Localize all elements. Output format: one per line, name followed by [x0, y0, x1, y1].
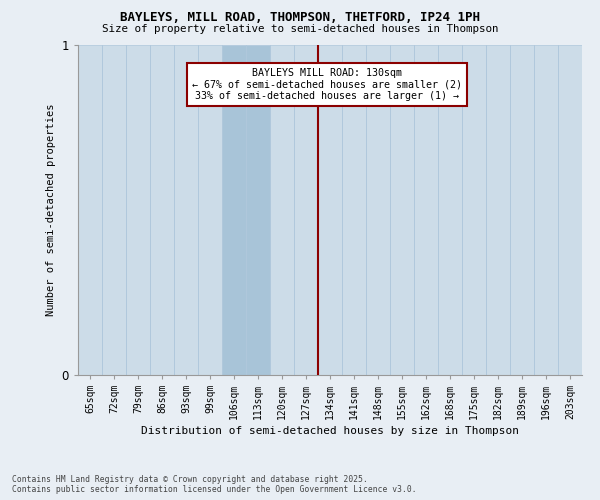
Bar — [390, 45, 414, 375]
Bar — [246, 45, 270, 375]
Bar — [534, 45, 558, 375]
Bar — [174, 45, 198, 375]
Bar — [78, 45, 102, 375]
Text: BAYLEYS, MILL ROAD, THOMPSON, THETFORD, IP24 1PH: BAYLEYS, MILL ROAD, THOMPSON, THETFORD, … — [120, 11, 480, 24]
Bar — [150, 45, 174, 375]
Text: Contains HM Land Registry data © Crown copyright and database right 2025.
Contai: Contains HM Land Registry data © Crown c… — [12, 474, 416, 494]
Bar — [198, 45, 222, 375]
Bar — [102, 45, 126, 375]
Bar — [222, 45, 246, 375]
Bar — [294, 45, 318, 375]
Bar — [366, 45, 390, 375]
Bar — [414, 45, 438, 375]
Text: Size of property relative to semi-detached houses in Thompson: Size of property relative to semi-detach… — [102, 24, 498, 34]
X-axis label: Distribution of semi-detached houses by size in Thompson: Distribution of semi-detached houses by … — [141, 426, 519, 436]
Bar — [438, 45, 462, 375]
Bar — [318, 45, 342, 375]
Bar — [270, 45, 294, 375]
Bar — [558, 45, 582, 375]
Bar — [342, 45, 366, 375]
Bar — [510, 45, 534, 375]
Bar — [486, 45, 510, 375]
Text: BAYLEYS MILL ROAD: 130sqm
← 67% of semi-detached houses are smaller (2)
33% of s: BAYLEYS MILL ROAD: 130sqm ← 67% of semi-… — [193, 68, 463, 102]
Bar — [126, 45, 150, 375]
Bar — [462, 45, 486, 375]
Y-axis label: Number of semi-detached properties: Number of semi-detached properties — [46, 104, 56, 316]
